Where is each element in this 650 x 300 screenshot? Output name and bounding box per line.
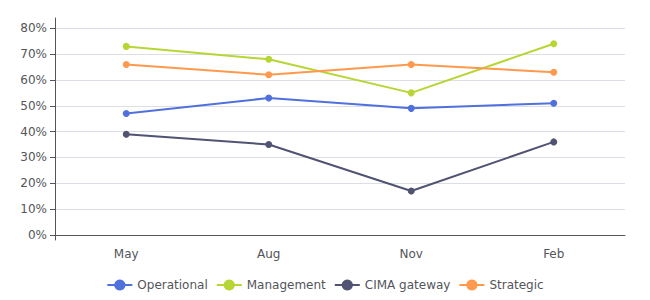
svg-text:70%: 70% xyxy=(20,47,47,61)
svg-text:50%: 50% xyxy=(20,99,47,113)
svg-text:Operational: Operational xyxy=(137,278,207,292)
svg-text:80%: 80% xyxy=(20,21,47,35)
svg-text:60%: 60% xyxy=(20,73,47,87)
svg-text:0%: 0% xyxy=(28,228,47,242)
svg-text:20%: 20% xyxy=(20,176,47,190)
svg-text:30%: 30% xyxy=(20,150,47,164)
svg-text:40%: 40% xyxy=(20,125,47,139)
svg-text:10%: 10% xyxy=(20,202,47,216)
svg-text:Nov: Nov xyxy=(400,247,423,261)
svg-text:Feb: Feb xyxy=(543,247,564,261)
svg-text:May: May xyxy=(114,247,139,261)
svg-text:Aug: Aug xyxy=(257,247,280,261)
svg-text:CIMA gateway: CIMA gateway xyxy=(365,278,451,292)
svg-text:Strategic: Strategic xyxy=(489,278,543,292)
svg-text:Management: Management xyxy=(247,278,326,292)
